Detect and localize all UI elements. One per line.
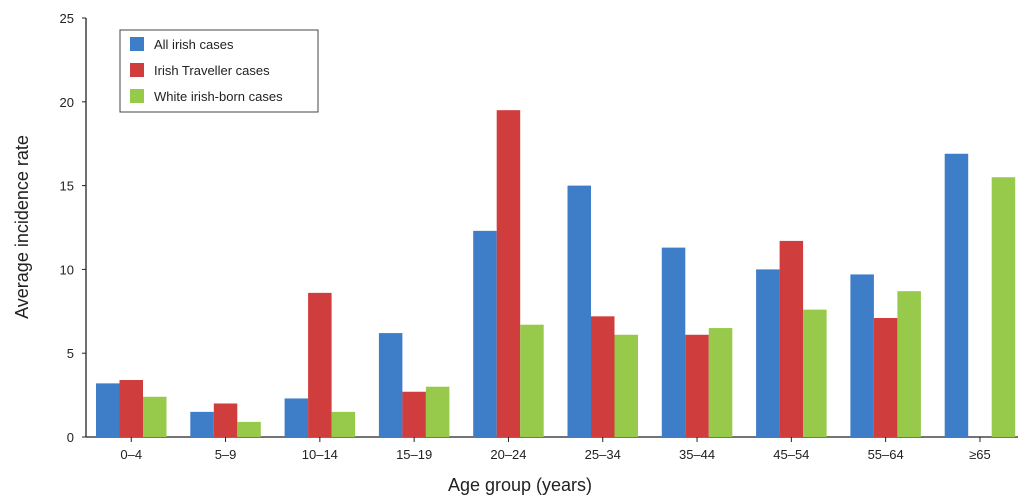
bar-white-irish-born-cases-5 <box>614 334 638 437</box>
bar-white-irish-born-cases-4 <box>520 324 544 437</box>
legend-swatch <box>130 63 144 77</box>
bars <box>96 110 1016 438</box>
bar-all-irish-cases-3 <box>378 333 403 437</box>
bar-white-irish-born-cases-3 <box>425 386 450 437</box>
x-tick-label: 25–34 <box>585 447 621 462</box>
bar-white-irish-born-cases-6 <box>708 328 733 437</box>
x-tick-label: 55–64 <box>868 447 904 462</box>
bar-irish-traveller-cases-7 <box>779 240 804 437</box>
bar-irish-traveller-cases-2 <box>308 292 332 437</box>
bar-white-irish-born-cases-7 <box>803 309 827 437</box>
bar-irish-traveller-cases-0 <box>119 380 143 437</box>
x-tick-label: 15–19 <box>396 447 432 462</box>
x-tick-label: 5–9 <box>215 447 237 462</box>
bar-all-irish-cases-5 <box>567 185 591 437</box>
bar-white-irish-born-cases-9 <box>991 177 1016 437</box>
bar-all-irish-cases-9 <box>944 153 969 438</box>
bar-white-irish-born-cases-2 <box>331 411 356 437</box>
y-ticks: 0 5 10 15 20 25 <box>60 11 86 445</box>
bar-all-irish-cases-7 <box>756 269 780 437</box>
x-tick-label: 45–54 <box>773 447 809 462</box>
bar-all-irish-cases-8 <box>850 274 874 437</box>
x-tick-label: ≥65 <box>969 447 991 462</box>
bar-all-irish-cases-1 <box>190 411 214 437</box>
y-tick-label: 10 <box>60 262 74 277</box>
bar-irish-traveller-cases-1 <box>213 403 238 437</box>
x-tick-label: 0–4 <box>120 447 142 462</box>
bar-white-irish-born-cases-0 <box>143 396 167 437</box>
bar-all-irish-cases-4 <box>473 230 497 437</box>
y-tick-label: 5 <box>67 346 74 361</box>
y-tick-label: 20 <box>60 95 74 110</box>
bar-irish-traveller-cases-3 <box>402 391 426 437</box>
legend-label: All irish cases <box>154 37 234 52</box>
legend-swatch <box>130 37 144 51</box>
legend-frame <box>119 29 319 113</box>
y-tick-label: 15 <box>60 179 74 194</box>
x-tick-label: 10–14 <box>302 447 338 462</box>
bar-irish-traveller-cases-6 <box>685 334 709 437</box>
bar-irish-traveller-cases-5 <box>591 316 615 437</box>
bar-all-irish-cases-0 <box>96 383 120 437</box>
bar-irish-traveller-cases-8 <box>873 318 898 437</box>
y-axis-title: Average incidence rate <box>12 135 32 319</box>
legend-label: White irish-born cases <box>154 89 283 104</box>
x-tick-label: 35–44 <box>679 447 715 462</box>
bar-white-irish-born-cases-8 <box>897 291 921 437</box>
bar-irish-traveller-cases-4 <box>496 110 521 438</box>
y-tick-label: 0 <box>67 430 74 445</box>
bar-white-irish-born-cases-1 <box>237 421 261 437</box>
legend: All irish cases Irish Traveller cases Whit… <box>119 29 319 113</box>
legend-label: Irish Traveller cases <box>154 63 270 78</box>
y-tick-label: 25 <box>60 11 74 26</box>
bar-all-irish-cases-2 <box>284 398 309 437</box>
x-tick-label: 20–24 <box>490 447 526 462</box>
legend-swatch <box>130 89 144 103</box>
bar-all-irish-cases-6 <box>661 247 686 437</box>
x-axis-title: Age group (years) <box>448 475 592 495</box>
x-ticks: 0–4 5–9 10–14 15–19 20–24 25–34 35–44 45–54 55–6… <box>120 437 991 462</box>
